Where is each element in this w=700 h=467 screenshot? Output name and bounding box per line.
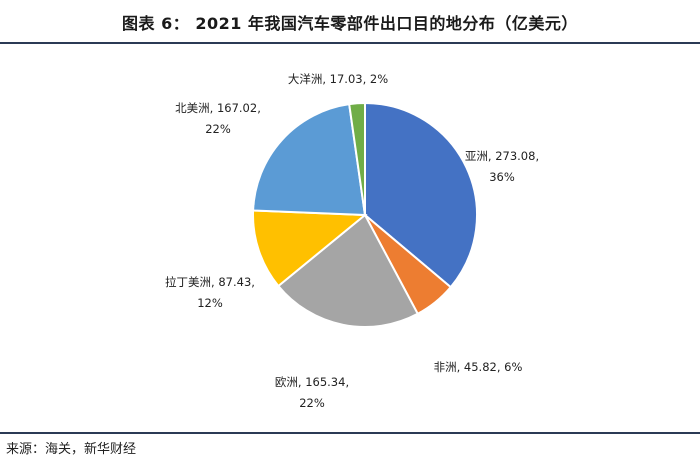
slice-label-0: 亚洲, 273.08, 36% <box>465 149 539 184</box>
slice-label-line1-3: 拉丁美洲, 87.43, <box>165 275 255 289</box>
slice-label-line2-0: 36% <box>489 170 515 184</box>
pie-slice-5 <box>348 101 366 216</box>
slice-label-line2-2: 22% <box>299 396 325 410</box>
slice-label-5: 大洋洲, 17.03, 2% <box>288 72 388 86</box>
slice-label-line2-4: 22% <box>205 122 231 136</box>
slice-label-2: 欧洲, 165.34, 22% <box>275 375 349 410</box>
slice-label-line1-1: 非洲, 45.82, 6% <box>434 360 523 374</box>
slice-label-line1-2: 欧洲, 165.34, <box>275 375 349 389</box>
slice-label-line1-5: 大洋洲, 17.03, 2% <box>288 72 388 86</box>
pie-slice-4 <box>252 102 367 217</box>
chart-title: 图表 6： 2021 年我国汽车零部件出口目的地分布（亿美元） <box>122 14 578 33</box>
source-note: 来源：海关，新华财经 <box>6 442 137 457</box>
slice-label-line2-3: 12% <box>197 296 223 310</box>
pie-slice-3 <box>252 209 368 288</box>
slice-label-1: 非洲, 45.82, 6% <box>434 360 523 374</box>
pie-slice-0 <box>364 101 478 289</box>
slice-label-line1-4: 北美洲, 167.02, <box>175 101 261 115</box>
pie-chart: 亚洲, 273.08, 36% 非洲, 45.82, 6% 欧洲, 165.34, 22… <box>165 72 539 410</box>
pie-slice-2 <box>276 213 420 328</box>
title-divider <box>0 42 700 44</box>
footer-divider <box>0 432 700 434</box>
pie-slices <box>252 101 478 328</box>
slice-label-3: 拉丁美洲, 87.43, 12% <box>165 275 255 310</box>
pie-labels: 亚洲, 273.08, 36% 非洲, 45.82, 6% 欧洲, 165.34, 22… <box>165 72 539 410</box>
slice-label-line1-0: 亚洲, 273.08, <box>465 149 539 163</box>
slice-label-4: 北美洲, 167.02, 22% <box>175 101 261 136</box>
